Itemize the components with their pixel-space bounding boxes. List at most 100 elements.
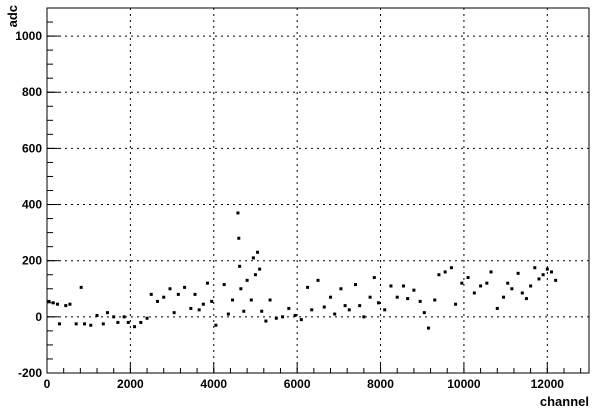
data-point: [237, 236, 241, 240]
data-point: [176, 292, 180, 296]
data-point: [95, 313, 99, 317]
data-point: [133, 325, 137, 329]
data-point: [472, 291, 476, 295]
axis-ticks: [46, 7, 582, 374]
data-point: [339, 287, 343, 291]
y-tick-label: 400: [22, 198, 42, 212]
data-point: [239, 287, 243, 291]
data-point: [372, 276, 376, 280]
data-point: [287, 306, 291, 310]
data-point: [242, 309, 246, 313]
data-point: [510, 287, 514, 291]
data-point: [466, 276, 470, 280]
data-point: [422, 311, 426, 315]
data-point: [260, 309, 264, 313]
data-point: [449, 266, 453, 270]
y-tick-label: 0: [35, 310, 42, 324]
data-point: [418, 299, 422, 303]
y-tick-label: 200: [22, 254, 42, 268]
data-point: [306, 285, 310, 289]
data-point: [183, 285, 187, 289]
data-points: [47, 211, 558, 330]
x-tick-label: 0: [44, 377, 51, 391]
data-point: [343, 304, 347, 308]
data-point: [79, 285, 83, 289]
data-point: [83, 322, 87, 326]
data-point: [347, 308, 351, 312]
data-point: [162, 295, 166, 299]
x-tick-label: 10000: [447, 377, 481, 391]
data-point: [549, 270, 553, 274]
data-point: [281, 315, 285, 319]
data-point: [189, 306, 193, 310]
data-point: [245, 278, 249, 282]
x-tick-label: 12000: [531, 377, 565, 391]
data-point: [401, 284, 405, 288]
x-tick-label: 6000: [284, 377, 311, 391]
data-point: [389, 284, 393, 288]
data-point: [256, 250, 260, 254]
data-point: [145, 316, 149, 320]
data-point: [293, 313, 297, 317]
data-point: [354, 283, 358, 287]
data-point: [193, 292, 197, 296]
data-point: [426, 326, 430, 330]
data-point: [383, 308, 387, 312]
data-point: [264, 319, 268, 323]
data-point: [238, 264, 242, 268]
data-point: [310, 308, 314, 312]
data-point: [168, 287, 172, 291]
x-tick-label: 8000: [367, 377, 394, 391]
data-point: [395, 295, 399, 299]
data-point: [201, 302, 205, 306]
data-point: [268, 298, 272, 302]
data-point: [554, 278, 558, 282]
y-axis-label: adc: [5, 5, 20, 27]
data-point: [236, 211, 240, 215]
y-tick-label: 800: [22, 85, 42, 99]
data-point: [89, 323, 93, 327]
data-point: [406, 297, 410, 301]
x-tick-label: 4000: [200, 377, 227, 391]
data-point: [376, 301, 380, 305]
data-point: [479, 284, 483, 288]
data-point: [460, 281, 464, 285]
data-point: [206, 281, 210, 285]
data-point: [172, 311, 176, 315]
data-point: [489, 270, 493, 274]
data-point: [329, 295, 333, 299]
data-point: [485, 281, 489, 285]
data-point: [533, 266, 537, 270]
data-point: [545, 267, 549, 271]
data-point: [368, 295, 372, 299]
data-point: [51, 301, 55, 305]
data-point: [412, 288, 416, 292]
data-point: [358, 304, 362, 308]
data-point: [274, 316, 278, 320]
data-point: [222, 283, 226, 287]
data-point: [520, 291, 524, 295]
y-tick-label: 600: [22, 141, 42, 155]
data-point: [443, 270, 447, 274]
data-point: [231, 298, 235, 302]
data-point: [210, 299, 214, 303]
data-point: [74, 322, 78, 326]
data-point: [333, 312, 337, 316]
data-point: [502, 295, 506, 299]
data-point: [64, 304, 68, 308]
data-point: [537, 277, 541, 281]
data-point: [58, 322, 62, 326]
x-tick-label: 2000: [117, 377, 144, 391]
data-point: [55, 302, 59, 306]
y-tick-label: -200: [18, 366, 42, 380]
data-point: [101, 322, 105, 326]
data-point: [126, 320, 130, 324]
grid-lines: [47, 8, 589, 373]
data-point: [516, 271, 520, 275]
data-point: [155, 299, 159, 303]
data-point: [68, 302, 72, 306]
data-point: [105, 311, 109, 315]
